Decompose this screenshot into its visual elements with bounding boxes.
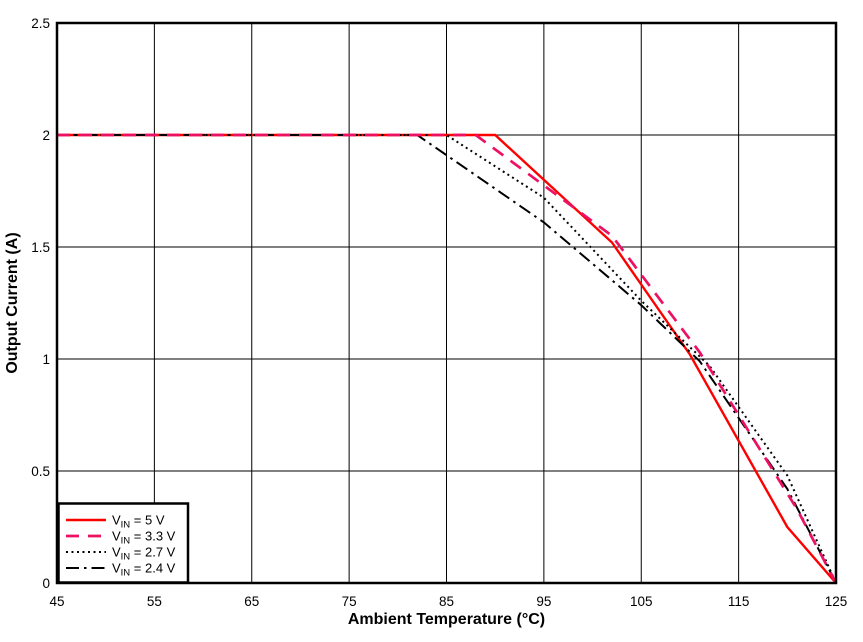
x-tick-label-75: 75 [342,594,357,609]
y-tick-label-1: 1 [42,352,50,367]
y-tick-label-0: 0 [42,576,50,591]
legend-label-vin-3.3-v: VIN = 3.3 V [112,529,176,547]
legend-label-vin-2.7-v: VIN = 2.7 V [112,545,176,563]
x-tick-label-85: 85 [439,594,454,609]
x-tick-label-65: 65 [244,594,259,609]
plot-border [55,21,838,585]
x-tick-label-95: 95 [536,594,551,609]
y-tick-label-2: 2 [42,128,50,143]
y-tick-labels: 0 0.5 1 1.5 2 2.5 [31,16,50,591]
series-line-vin-3.3-v [57,133,838,584]
x-tick-labels: 45 55 65 75 85 95 105 115 125 [49,594,847,609]
y-tick-label-2.5: 2.5 [31,16,50,31]
y-tick-label-0.5: 0.5 [31,464,50,479]
x-tick-label-105: 105 [630,594,653,609]
gridlines [57,23,836,583]
x-tick-label-55: 55 [147,594,162,609]
legend-label-vin-2.4-v: VIN = 2.4 V [112,561,176,579]
x-tick-label-115: 115 [728,594,750,609]
x-tick-label-125: 125 [825,594,848,609]
y-tick-label-1.5: 1.5 [31,240,50,255]
legend-label-vin-5-v: VIN = 5 V [112,513,165,531]
series-line-vin-2.7-v [57,134,837,584]
x-tick-label-45: 45 [49,594,64,609]
series-lines [57,133,838,584]
legend-box [57,502,190,584]
series-line-vin-5-v [57,133,837,584]
y-axis-title: Output Current (A) [4,232,21,373]
x-axis-title: Ambient Temperature (°C) [348,611,545,628]
